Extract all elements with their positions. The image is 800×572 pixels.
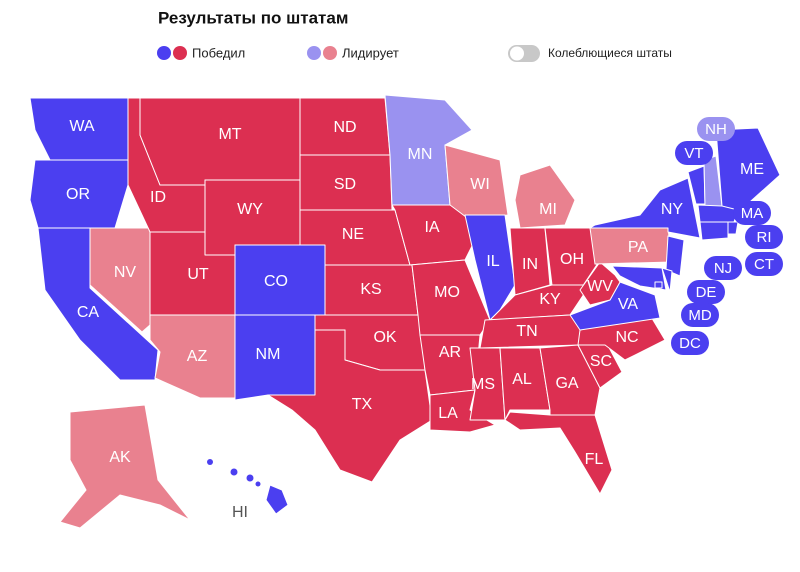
legend-swatch	[157, 46, 171, 60]
legend-swatch	[173, 46, 187, 60]
state-label: NE	[342, 226, 364, 243]
state-pill-label: CT	[754, 256, 774, 273]
legend-swatch	[323, 46, 337, 60]
state[interactable]	[514, 164, 576, 229]
state[interactable]	[611, 265, 667, 291]
state[interactable]	[265, 484, 289, 515]
state-label: AZ	[187, 348, 208, 365]
state[interactable]	[267, 329, 433, 483]
state-label: TN	[516, 323, 537, 340]
states	[29, 94, 781, 529]
state-label: ME	[740, 161, 764, 178]
state-label: NC	[615, 329, 638, 346]
state-label: OK	[373, 329, 396, 346]
state-label: IA	[424, 219, 439, 236]
state-labels: WA OR CA NV ID MT WY UT CO AZ NM ND SD NE KS OK TX MN IA MO…	[66, 117, 783, 521]
state-label: AL	[512, 371, 532, 388]
state[interactable]	[89, 227, 151, 333]
state-label: NV	[114, 264, 137, 281]
state-label: IN	[522, 256, 538, 273]
state-label: IL	[486, 253, 499, 270]
state-label: SC	[590, 353, 612, 370]
state-pill[interactable]	[704, 256, 742, 280]
toggle-knob[interactable]	[510, 46, 524, 61]
state-pill[interactable]	[675, 141, 713, 165]
state[interactable]	[469, 347, 506, 421]
state-pill-label: NH	[705, 121, 727, 138]
state-label: PA	[628, 239, 648, 256]
state-label: TX	[352, 396, 373, 413]
island[interactable]	[255, 481, 261, 487]
state-label: HI	[232, 504, 248, 521]
state[interactable]	[715, 127, 781, 219]
state-pill[interactable]	[697, 117, 735, 141]
state-label: WV	[587, 278, 613, 295]
state-label: WA	[69, 118, 95, 135]
legend: Победил Лидирует	[157, 45, 399, 60]
state-label: KS	[360, 281, 381, 298]
state[interactable]	[665, 235, 685, 277]
toggle-label[interactable]: Колеблющиеся штаты	[548, 46, 672, 60]
title: Результаты по штатам	[158, 8, 348, 27]
legend-label: Лидирует	[342, 45, 399, 60]
state[interactable]	[59, 404, 191, 529]
state-label: OR	[66, 186, 90, 203]
state[interactable]	[654, 281, 663, 289]
state-label: MO	[434, 284, 460, 301]
state-label: MT	[218, 126, 241, 143]
island[interactable]	[207, 459, 213, 465]
state[interactable]	[661, 267, 673, 293]
state-pill[interactable]	[681, 303, 719, 327]
state-label: MI	[539, 201, 557, 218]
state-label: WY	[237, 201, 263, 218]
state-label: MS	[471, 376, 495, 393]
state-label: FL	[585, 451, 604, 468]
toggle[interactable]: Колеблющиеся штаты	[508, 45, 672, 62]
state-pill-label: RI	[757, 229, 772, 246]
state-label: NY	[661, 201, 684, 218]
state-pill-label: MD	[688, 307, 711, 324]
state-label: MN	[408, 146, 433, 163]
state-pill-label: NJ	[714, 260, 732, 277]
state-pill[interactable]	[745, 225, 783, 249]
legend-label: Победил	[192, 45, 245, 60]
state-label: AR	[439, 344, 461, 361]
state-pill-label: DC	[679, 335, 701, 352]
state-label: OH	[560, 251, 584, 268]
state-label: ND	[333, 119, 356, 136]
legend-swatch	[307, 46, 321, 60]
state-label: UT	[187, 266, 209, 283]
state-label: GA	[555, 375, 578, 392]
state-pill-label: VT	[684, 145, 703, 162]
state[interactable]	[544, 227, 601, 291]
island[interactable]	[230, 468, 238, 476]
state-pill-label: MA	[741, 205, 764, 222]
state[interactable]	[589, 177, 701, 239]
state[interactable]	[699, 221, 729, 241]
state-label: CA	[77, 304, 100, 321]
state-label: AK	[109, 449, 131, 466]
state[interactable]	[727, 221, 739, 235]
state-label: KY	[539, 291, 561, 308]
state-label: NM	[256, 346, 281, 363]
state-label: VA	[618, 296, 638, 313]
state-pill[interactable]	[745, 252, 783, 276]
state-label: CO	[264, 273, 288, 290]
island[interactable]	[246, 474, 254, 482]
state-pill-label: DE	[696, 284, 717, 301]
state-label: ID	[150, 189, 166, 206]
state-pill[interactable]	[733, 201, 771, 225]
state[interactable]	[504, 411, 613, 495]
state-label: LA	[438, 405, 458, 422]
state-label: SD	[334, 176, 356, 193]
state-pill[interactable]	[687, 280, 725, 304]
state-label: WI	[470, 176, 490, 193]
state-pill[interactable]	[671, 331, 709, 355]
state[interactable]	[499, 347, 551, 421]
state[interactable]	[509, 227, 551, 296]
